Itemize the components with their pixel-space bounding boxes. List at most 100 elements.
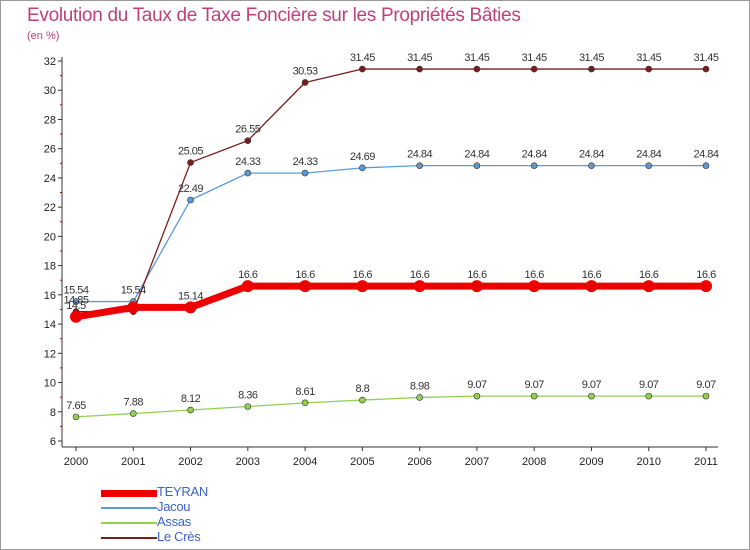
data-label: 24.33 (235, 156, 260, 168)
data-label: 8.8 (355, 383, 369, 395)
legend-swatch (101, 489, 157, 497)
y-tick-label: 24 (44, 173, 56, 185)
data-point-assas (187, 406, 194, 414)
data-label: 16.6 (353, 269, 373, 281)
data-point-lecrs (187, 159, 194, 166)
y-tick-label: 20 (44, 231, 56, 243)
data-point-lecrs (702, 65, 710, 73)
data-label: 14.5 (66, 300, 86, 312)
data-label: 31.45 (579, 52, 604, 64)
data-label: 16.6 (410, 269, 430, 281)
data-point-teyran (184, 301, 197, 314)
data-label: 16.6 (467, 269, 487, 281)
data-point-teyran (700, 280, 712, 293)
y-tick-label: 18 (44, 261, 56, 273)
data-point-jacou (645, 162, 653, 169)
data-label: 9.07 (582, 379, 602, 391)
legend-swatch (101, 522, 157, 524)
data-label: 16.6 (524, 269, 544, 281)
data-label: 31.45 (636, 52, 661, 64)
data-label: 22.49 (178, 183, 203, 195)
y-tick-label: 32 (44, 56, 56, 68)
data-label: 8.98 (410, 380, 430, 392)
y-tick-label: 10 (44, 378, 56, 390)
x-tick-label: 2009 (579, 456, 603, 468)
data-point-lecrs (473, 65, 481, 73)
data-label: 24.84 (464, 149, 489, 161)
data-point-lecrs (530, 65, 538, 73)
data-point-teyran (585, 280, 598, 293)
data-point-jacou (702, 162, 710, 169)
data-point-jacou (530, 162, 538, 169)
data-point-jacou (416, 162, 423, 169)
data-label: 30.53 (293, 65, 318, 77)
y-tick-label: 14 (44, 319, 56, 331)
data-point-teyran (241, 280, 254, 293)
data-point-jacou (244, 169, 252, 177)
data-label: 7.65 (66, 400, 86, 412)
legend-label: Jacou (157, 499, 191, 514)
data-label: 24.84 (522, 149, 547, 161)
y-tick-label: 26 (44, 144, 56, 156)
data-point-jacou (359, 164, 366, 172)
data-point-lecrs (588, 65, 595, 73)
data-label: 31.45 (522, 52, 547, 64)
data-point-teyran (413, 280, 426, 293)
data-label: 26.55 (235, 124, 260, 136)
data-label: 31.45 (350, 52, 375, 64)
data-label: 16.6 (238, 269, 258, 281)
data-point-jacou (301, 169, 309, 177)
data-point-assas (129, 410, 137, 417)
data-label: 24.84 (693, 149, 718, 161)
data-label: 9.07 (696, 379, 716, 391)
series-line-assas (75, 395, 707, 418)
x-tick-label: 2006 (407, 456, 431, 468)
data-label: 14.85 (63, 295, 88, 307)
x-tick-label: 2011 (694, 456, 718, 468)
data-label: 24.84 (636, 149, 661, 161)
data-label: 15.54 (121, 285, 146, 297)
data-point-lecrs (416, 65, 423, 73)
data-label: 8.12 (181, 393, 201, 405)
y-tick-label: 8 (50, 407, 56, 419)
data-label: 24.84 (407, 149, 432, 161)
data-label: 15.54 (63, 285, 88, 297)
data-label: 9.07 (639, 379, 659, 391)
data-point-teyran (528, 280, 541, 293)
x-tick-label: 2001 (121, 456, 145, 468)
y-tick-label: 22 (44, 202, 56, 214)
data-label: 25.05 (178, 146, 203, 158)
data-label: 31.45 (464, 52, 489, 64)
x-tick-label: 2005 (350, 456, 374, 468)
x-tick-label: 2010 (636, 456, 660, 468)
y-tick-label: 28 (44, 114, 56, 126)
legend-swatch (101, 537, 157, 539)
data-point-assas (473, 392, 481, 400)
data-label: 9.07 (467, 379, 487, 391)
data-label: 15.14 (178, 290, 203, 302)
data-point-assas (645, 392, 653, 400)
data-point-assas (301, 399, 309, 407)
data-point-jacou (473, 162, 481, 169)
data-label: 16.6 (639, 269, 659, 281)
x-tick-label: 2008 (522, 456, 546, 468)
y-tick-label: 30 (44, 85, 56, 97)
data-point-teyran (299, 280, 312, 293)
data-point-assas (244, 403, 252, 410)
data-point-lecrs (301, 79, 309, 86)
y-tick-label: 12 (44, 348, 56, 360)
legend-label: Assas (157, 514, 191, 529)
data-point-lecrs (645, 65, 653, 73)
data-point-assas (72, 413, 80, 421)
chart-subtitle: (en %) (27, 30, 60, 42)
y-tick-label: 16 (44, 290, 56, 302)
series-line-lecrs (75, 68, 707, 313)
data-label: 16.6 (696, 269, 716, 281)
x-tick-label: 2004 (293, 456, 317, 468)
x-tick-label: 2003 (236, 456, 260, 468)
data-point-assas (702, 392, 710, 400)
data-label: 8.61 (295, 386, 315, 398)
data-point-assas (530, 392, 538, 400)
